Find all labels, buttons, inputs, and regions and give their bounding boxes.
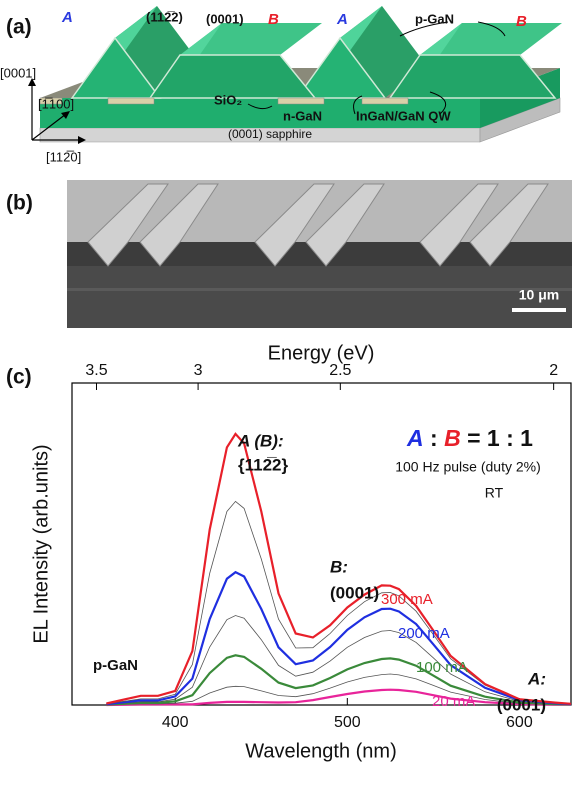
y-axis-title: EL Intensity (arb.units): [30, 444, 52, 643]
schematic-label: p-GaN: [415, 11, 454, 26]
x2-tick-label: 3.5: [85, 362, 107, 379]
annotation: A (B):: [237, 431, 284, 450]
x-tick-label: 400: [162, 714, 189, 731]
spectrum: [106, 432, 572, 705]
device-schematic: [28, 6, 562, 144]
scale-bar-label: 10 μm: [519, 287, 559, 303]
annotation: {112̅2}: [238, 455, 288, 474]
annotation: (0001): [330, 583, 379, 602]
schematic-label: (0001): [206, 11, 244, 26]
spectrum: [106, 673, 572, 706]
annotation: A:: [527, 669, 546, 688]
sem-image: [67, 180, 572, 328]
annotation: RT: [485, 485, 504, 501]
schematic-label: B: [516, 13, 527, 30]
annotation: (0001): [497, 695, 546, 714]
panel-label: (a): [6, 16, 32, 39]
plot-frame: [71, 382, 572, 706]
x2-tick-label: 2.5: [329, 362, 351, 379]
schematic-label: n-GaN: [283, 108, 322, 123]
panel-label: (b): [6, 192, 33, 215]
ratio-part: :: [430, 425, 438, 451]
series-label: 20 mA: [432, 693, 475, 710]
ratio-part: B: [444, 425, 461, 451]
spectrum: [106, 688, 571, 707]
schematic-label: [112̅0]: [46, 149, 81, 164]
series-label: 100 mA: [416, 659, 468, 676]
spectrum: [106, 500, 572, 705]
x-axis-title: Wavelength (nm): [245, 740, 397, 762]
schematic-label: B: [268, 11, 279, 28]
ratio-part: A: [406, 425, 424, 451]
x-tick-label: 500: [334, 714, 361, 731]
annotation: 100 Hz pulse (duty 2%): [395, 459, 541, 475]
schematic-label: InGaN/GaN QW: [356, 108, 451, 123]
schematic-label: SiO₂: [214, 92, 242, 107]
schematic-label: [0001]: [0, 65, 36, 80]
x-tick-label: 600: [506, 714, 533, 731]
x2-tick-label: 2: [549, 362, 558, 379]
spectrum: [106, 615, 572, 705]
series-label: 300 mA: [381, 591, 433, 608]
annotation: p-GaN: [93, 657, 138, 674]
spectrum: [106, 654, 572, 706]
schematic-label: (0001) sapphire: [228, 127, 312, 141]
ratio: A : B = 1 : 1: [406, 425, 533, 451]
schematic-label: (112̅2): [146, 9, 183, 24]
spectrum: [106, 570, 572, 706]
schematic-label: A: [336, 11, 348, 28]
schematic-label: [1̅100]: [38, 96, 74, 111]
x2-axis-title: Energy (eV): [268, 342, 375, 364]
annotation: B:: [330, 557, 348, 576]
x2-tick-label: 3: [194, 362, 203, 379]
panel-label: (c): [6, 366, 32, 389]
schematic-label: A: [61, 9, 73, 26]
ratio-part: = 1 : 1: [467, 425, 533, 451]
series-label: 200 mA: [398, 625, 450, 642]
